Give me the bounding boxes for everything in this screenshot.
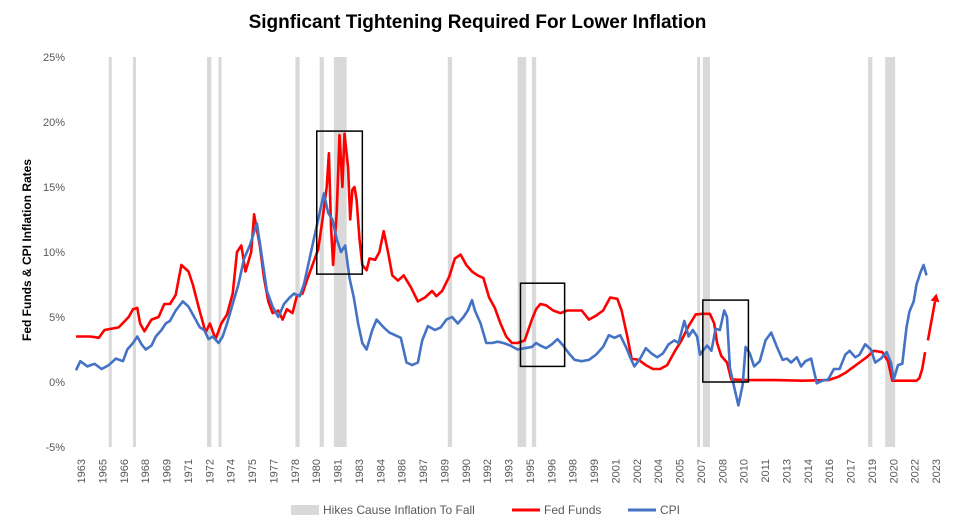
x-tick-label-34: 2014 [803,459,815,483]
x-tick-label-35: 2016 [824,459,836,483]
shaded-period-11 [702,57,710,447]
shaded-period-2 [207,57,212,447]
x-tick-label-24: 1999 [589,459,601,483]
x-tick-label-22: 1996 [546,459,558,483]
x-tick-label-13: 1983 [354,459,366,483]
x-tick-label-4: 1969 [162,459,174,483]
x-tick-label-25: 2001 [610,459,622,483]
y-tick-label-6: -5% [45,442,65,454]
chart-title: Signficant Tightening Required For Lower… [248,12,707,33]
x-tick-label-40: 2023 [931,459,943,483]
trend-arrow [926,293,940,341]
legend-label-cpi: CPI [660,503,680,517]
x-tick-label-18: 1990 [461,459,473,483]
x-tick-label-3: 1968 [140,459,152,483]
shaded-period-5 [319,57,324,447]
legend-label-shaded: Hikes Cause Inflation To Fall [323,503,475,517]
x-tick-label-16: 1987 [418,459,430,483]
legend: Hikes Cause Inflation To Fall Fed Funds … [291,503,680,517]
highlight-boxes [316,130,750,383]
shaded-period-12 [868,57,873,447]
series-line-cpi [74,192,928,407]
x-tick-label-11: 1980 [311,459,323,483]
x-tick-label-6: 1972 [204,459,216,483]
x-tick-label-20: 1993 [504,459,516,483]
x-tick-label-23: 1998 [568,459,580,483]
x-tick-label-31: 2010 [739,459,751,483]
x-tick-label-26: 2002 [632,459,644,483]
y-tick-label-4: 5% [49,312,65,324]
shaded-periods [108,57,896,447]
shaded-period-1 [132,57,136,447]
x-tick-label-28: 2005 [675,459,687,483]
shaded-period-8 [517,57,527,447]
x-axis: 1963 1965 1966 1968 1969 1971 1972 1974 1975 1977… [76,459,943,483]
y-tick-label-0: 25% [43,52,65,64]
x-tick-label-10: 1978 [290,459,302,483]
highlight-box-2 [702,299,750,383]
shaded-period-9 [531,57,537,447]
y-tick-label-1: 20% [43,117,65,129]
shaded-period-13 [885,57,896,447]
x-tick-label-38: 2020 [888,459,900,483]
series-lines [74,132,928,407]
y-axis-title: Fed Funds & CPI Inflation Rates [20,159,34,341]
x-tick-label-30: 2008 [717,459,729,483]
x-tick-label-27: 2004 [653,459,665,483]
series-line-fed-funds [76,132,927,382]
x-tick-label-36: 2017 [846,459,858,483]
shaded-period-3 [218,57,222,447]
highlight-box-1 [519,282,566,368]
y-tick-label-5: 0% [49,377,65,389]
x-tick-label-19: 1992 [482,459,494,483]
arrow-shaft [926,301,937,341]
x-tick-label-39: 2022 [910,459,922,483]
x-tick-label-1: 1965 [97,459,109,483]
shaded-period-4 [295,57,300,447]
x-tick-label-32: 2011 [760,459,772,483]
x-tick-label-0: 1963 [76,459,88,483]
highlight-box-0 [316,130,364,275]
x-tick-label-12: 1981 [333,459,345,483]
y-tick-label-2: 15% [43,182,65,194]
x-tick-label-21: 1995 [525,459,537,483]
shaded-period-0 [108,57,112,447]
legend-swatch-shaded [291,505,319,515]
x-tick-label-9: 1977 [268,459,280,483]
x-tick-label-33: 2013 [781,459,793,483]
x-tick-label-8: 1975 [247,459,259,483]
shaded-period-7 [447,57,453,447]
y-tick-label-3: 10% [43,247,65,259]
shaded-period-10 [697,57,701,447]
x-tick-label-5: 1971 [183,459,195,483]
legend-label-fed-funds: Fed Funds [544,503,601,517]
y-axis: 25% 20% 15% 10% 5% 0% -5% [43,52,65,454]
arrow-head [930,293,940,303]
x-tick-label-2: 1966 [119,459,131,483]
x-tick-label-29: 2007 [696,459,708,483]
x-tick-label-7: 1974 [226,459,238,483]
x-tick-label-15: 1986 [397,459,409,483]
x-tick-label-14: 1984 [375,459,387,483]
x-tick-label-37: 2019 [867,459,879,483]
x-tick-label-17: 1989 [439,459,451,483]
